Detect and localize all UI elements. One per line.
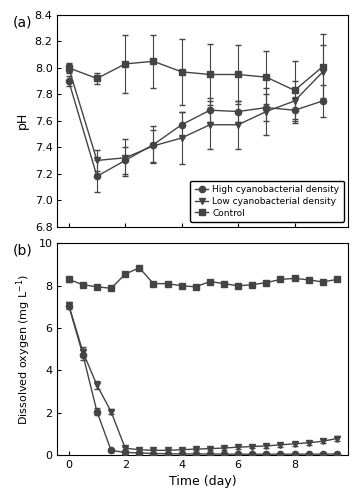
Text: (a): (a): [12, 15, 32, 29]
Y-axis label: pH: pH: [16, 112, 29, 130]
Legend: High cyanobacterial density, Low cyanobacterial density, Control: High cyanobacterial density, Low cyanoba…: [190, 180, 344, 222]
Text: (b): (b): [12, 244, 32, 258]
X-axis label: Time (day): Time (day): [169, 476, 237, 488]
Y-axis label: Dissolved oxygen (mg L$^{-1}$): Dissolved oxygen (mg L$^{-1}$): [14, 274, 33, 424]
